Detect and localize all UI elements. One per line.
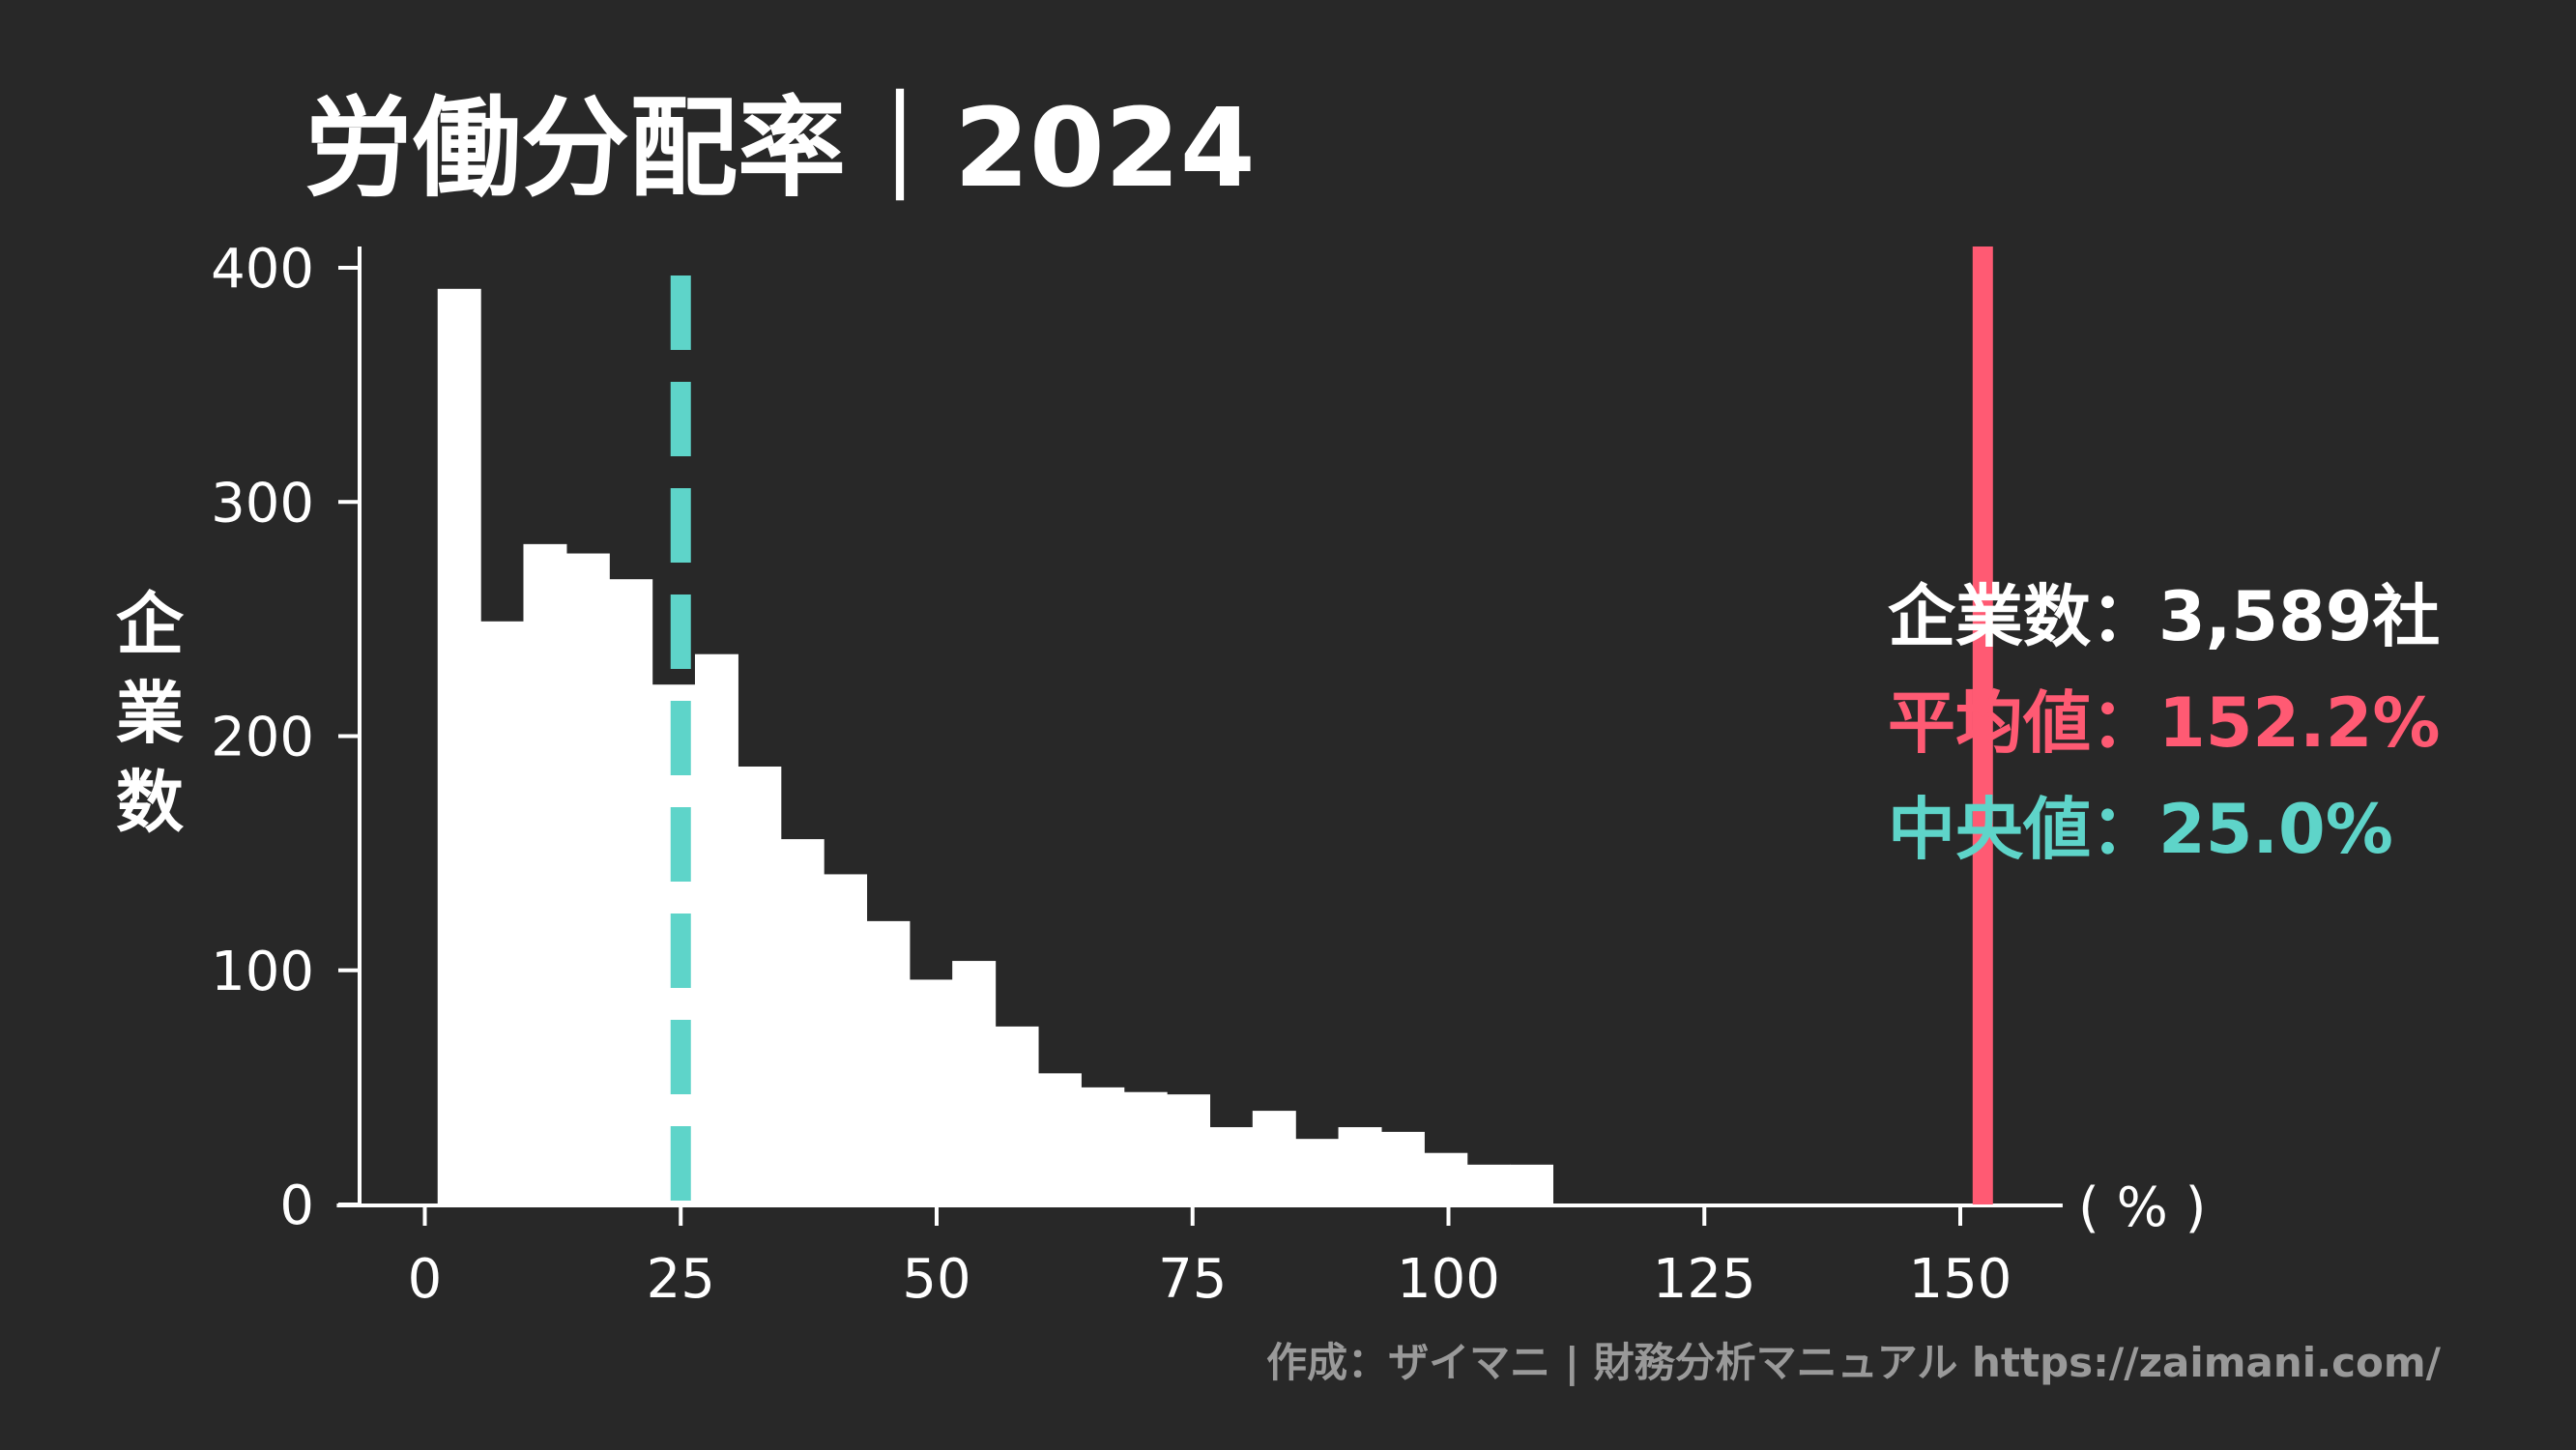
bars-group <box>437 288 1554 1204</box>
histogram-bar <box>738 766 782 1204</box>
x-tick-label: 50 <box>902 1248 970 1311</box>
histogram-bar <box>1295 1139 1340 1204</box>
x-tick-label: 0 <box>408 1248 443 1311</box>
histogram-bar <box>824 874 868 1204</box>
histogram-bar <box>952 961 997 1204</box>
x-tick-label: 100 <box>1397 1248 1500 1311</box>
histogram-bar <box>995 1026 1039 1204</box>
y-label-char: 業 <box>116 674 184 753</box>
histogram-bar <box>1510 1164 1554 1204</box>
sep: ： <box>2091 683 2158 763</box>
legend-mean: 平均値：152.2% <box>1888 683 2441 763</box>
y-label-char: 数 <box>116 763 184 842</box>
histogram-bar <box>1123 1091 1168 1204</box>
y-axis-label: 企業数 <box>116 585 185 842</box>
y-tick-label: 300 <box>211 472 314 535</box>
axes-group: 0 100 200 300 400 0 25 50 75 100 125 150 <box>211 238 2063 1311</box>
histogram-bar <box>1252 1111 1296 1204</box>
sep: ： <box>2091 577 2158 656</box>
histogram-bar <box>565 553 610 1204</box>
histogram-bar <box>480 621 525 1204</box>
histogram-bar <box>1380 1131 1425 1204</box>
chart-title: 労働分配率｜2024 <box>304 86 1256 212</box>
histogram-bar <box>1037 1073 1082 1204</box>
legend-median-label: 中央値 <box>1888 790 2091 869</box>
x-tick-label: 150 <box>1909 1248 2012 1311</box>
legend-median-value: 25.0% <box>2158 790 2393 869</box>
y-label-char: 企 <box>116 585 185 664</box>
legend-count: 企業数：3,589社 <box>1888 577 2440 656</box>
histogram-bar <box>866 920 911 1204</box>
histogram-bar <box>437 288 481 1204</box>
histogram-bar <box>1081 1087 1125 1204</box>
x-tick-label: 125 <box>1653 1248 1756 1311</box>
histogram-bar <box>694 653 738 1204</box>
legend: 企業数：3,589社 平均値：152.2% 中央値：25.0% <box>1888 577 2441 869</box>
reference-lines <box>670 246 1993 1204</box>
x-axis-unit: ( % ) <box>2078 1176 2207 1239</box>
x-tick-label: 75 <box>1158 1248 1227 1311</box>
histogram-bar <box>909 979 953 1204</box>
footer-credit: 作成：ザイマニ | 財務分析マニュアル https://zaimani.com/ <box>1266 1339 2442 1386</box>
histogram-bar <box>780 839 825 1204</box>
histogram-bar <box>1167 1094 1211 1204</box>
histogram-bar <box>609 579 653 1204</box>
y-tick-label: 200 <box>211 707 314 769</box>
legend-median: 中央値：25.0% <box>1888 790 2393 869</box>
histogram-bar <box>1424 1152 1468 1204</box>
sep: ： <box>2091 790 2158 869</box>
y-tick-label: 100 <box>211 941 314 1003</box>
legend-count-value: 3,589社 <box>2158 577 2440 656</box>
histogram-bar <box>523 543 567 1204</box>
histogram-bar <box>1209 1127 1254 1204</box>
legend-mean-value: 152.2% <box>2158 683 2441 763</box>
legend-count-label: 企業数 <box>1888 577 2091 656</box>
y-tick-label: 400 <box>211 238 314 301</box>
legend-mean-label: 平均値 <box>1888 683 2091 763</box>
histogram-bar <box>1338 1127 1382 1204</box>
histogram-bar <box>1466 1164 1511 1204</box>
y-tick-label: 0 <box>279 1174 314 1237</box>
x-tick-label: 25 <box>647 1248 715 1311</box>
